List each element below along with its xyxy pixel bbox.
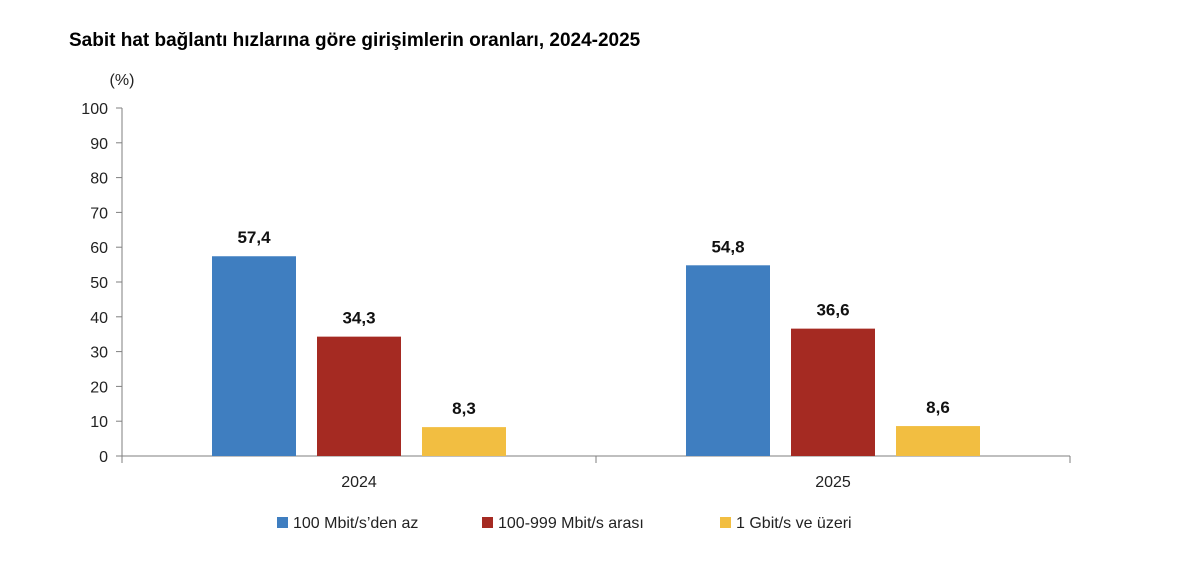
bar-data-label: 34,3 bbox=[342, 309, 375, 328]
bar bbox=[686, 265, 770, 456]
x-category-label: 2024 bbox=[341, 474, 377, 491]
legend-swatch bbox=[482, 517, 493, 528]
legend-swatch bbox=[720, 517, 731, 528]
bar bbox=[422, 427, 506, 456]
chart-title: Sabit hat bağlantı hızlarına göre girişi… bbox=[69, 30, 641, 51]
bar-data-label: 8,6 bbox=[926, 398, 950, 417]
bar-data-label: 54,8 bbox=[711, 237, 744, 256]
y-tick-label: 80 bbox=[90, 171, 108, 188]
bar bbox=[212, 256, 296, 456]
y-axis-unit: (%) bbox=[110, 72, 135, 89]
bar-data-label: 57,4 bbox=[237, 228, 271, 247]
bar bbox=[896, 426, 980, 456]
legend-entry-label: 100-999 Mbit/s arası bbox=[498, 515, 644, 532]
legend-entry-label: 1 Gbit/s ve üzeri bbox=[736, 515, 852, 532]
y-tick-label: 50 bbox=[90, 275, 108, 292]
y-tick-label: 90 bbox=[90, 136, 108, 153]
x-category-label: 2025 bbox=[815, 474, 851, 491]
y-tick-label: 60 bbox=[90, 240, 108, 257]
y-tick-label: 100 bbox=[81, 101, 108, 118]
bar bbox=[317, 336, 401, 456]
bar-data-label: 8,3 bbox=[452, 399, 476, 418]
legend-entry-label: 100 Mbit/s’den az bbox=[293, 515, 418, 532]
y-tick-label: 70 bbox=[90, 205, 108, 222]
y-tick-label: 10 bbox=[90, 414, 108, 431]
legend-swatch bbox=[277, 517, 288, 528]
y-tick-label: 0 bbox=[99, 449, 108, 466]
bar-data-label: 36,6 bbox=[816, 301, 849, 320]
y-tick-label: 20 bbox=[90, 379, 108, 396]
bar bbox=[791, 328, 875, 456]
y-tick-label: 30 bbox=[90, 345, 108, 362]
y-tick-label: 40 bbox=[90, 310, 108, 327]
